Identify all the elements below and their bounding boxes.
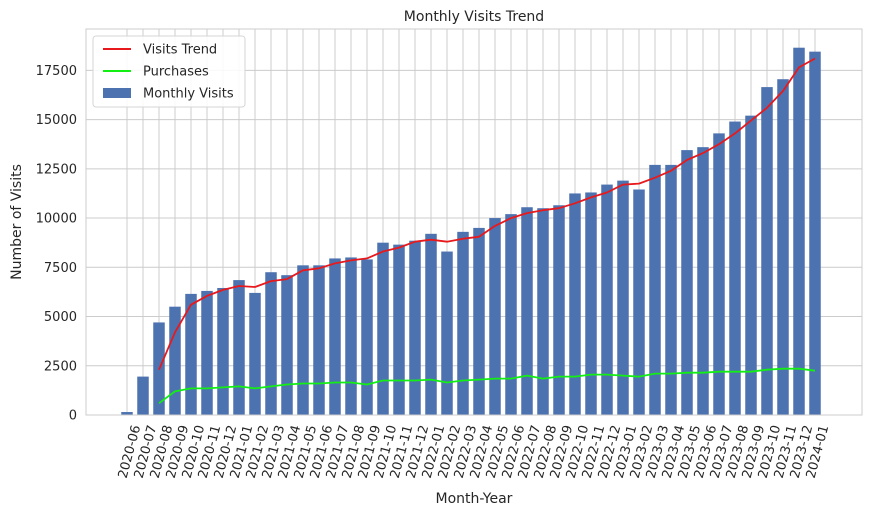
bar [393, 244, 405, 415]
bar [409, 240, 421, 415]
bar [537, 208, 549, 415]
y-tick-label: 7500 [44, 261, 77, 276]
bar [217, 287, 229, 415]
x-axis-label: Month-Year [436, 491, 513, 507]
y-tick-label: 12500 [36, 162, 77, 177]
bar [585, 192, 597, 415]
bar [633, 189, 645, 415]
bar [425, 233, 437, 415]
bar [169, 306, 181, 415]
bar [121, 412, 133, 415]
legend-swatch [103, 88, 131, 98]
bar [569, 193, 581, 415]
bar [553, 205, 565, 415]
bar [441, 251, 453, 415]
bar [617, 180, 629, 415]
bar [601, 184, 613, 415]
line-series [158, 367, 816, 404]
bar [377, 242, 389, 415]
y-tick-label: 2500 [44, 359, 77, 374]
bars [121, 47, 821, 416]
bar [681, 150, 693, 415]
bar [297, 265, 309, 415]
chart-title: Monthly Visits Trend [404, 9, 544, 25]
x-axis: 2020-062020-072020-082020-092020-102020-… [116, 424, 833, 480]
legend: Visits Trend Purchases Monthly Visits [92, 35, 246, 108]
bar [505, 214, 517, 415]
legend-label: Monthly Visits [143, 87, 234, 102]
y-tick-label: 10000 [36, 212, 77, 227]
bar [761, 87, 773, 416]
legend-label: Purchases [143, 65, 209, 80]
bar [345, 257, 357, 415]
y-axis: 0 2500 5000 7500 10000 12500 15000 17500 [36, 64, 77, 424]
bar [233, 280, 245, 415]
y-tick-label: 15000 [36, 113, 77, 128]
bar [809, 51, 821, 416]
bar [649, 164, 661, 415]
y-tick-label: 5000 [44, 310, 77, 325]
bar [777, 79, 789, 415]
bar [137, 376, 149, 415]
bar [361, 259, 373, 415]
bar [729, 121, 741, 416]
y-tick-label: 0 [69, 409, 77, 424]
bar [665, 164, 677, 415]
bar [489, 218, 501, 415]
bar [281, 275, 293, 415]
bar [329, 258, 341, 415]
bar [265, 272, 277, 415]
bar [201, 290, 213, 415]
bar [473, 227, 485, 415]
bar [521, 207, 533, 415]
plot-frame [85, 28, 863, 416]
line-series [158, 57, 816, 371]
bar [793, 47, 805, 416]
bar [457, 231, 469, 415]
y-tick-label: 17500 [36, 64, 77, 79]
lines [158, 57, 816, 404]
bar [249, 292, 261, 415]
bar [697, 147, 709, 415]
y-axis-label: Number of Visits [9, 164, 25, 280]
bar [185, 293, 197, 415]
bar [313, 265, 325, 415]
bar [745, 115, 757, 415]
legend-label: Visits Trend [143, 43, 217, 58]
bar [713, 133, 725, 415]
